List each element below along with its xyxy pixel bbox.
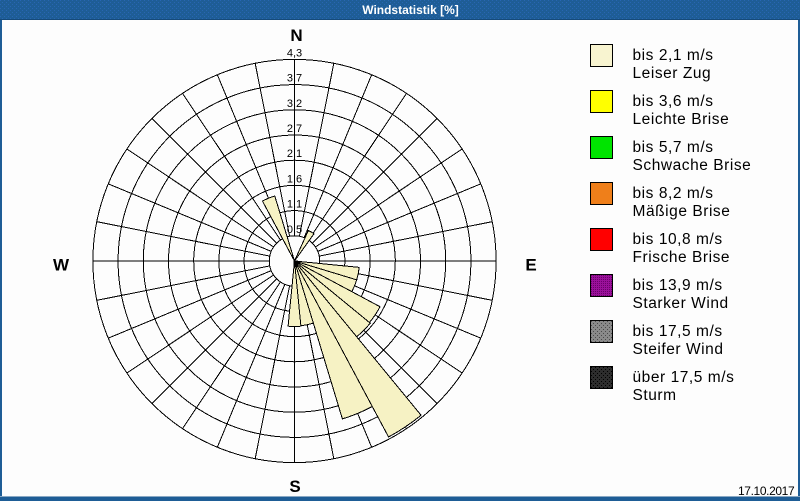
svg-text:S: S: [289, 477, 300, 496]
svg-text:E: E: [525, 256, 536, 275]
svg-text:1,1: 1,1: [287, 199, 302, 211]
svg-text:W: W: [53, 256, 70, 275]
svg-text:3,7: 3,7: [287, 73, 302, 85]
svg-text:0,5: 0,5: [287, 224, 302, 236]
svg-text:2,1: 2,1: [287, 148, 302, 160]
svg-text:N: N: [290, 26, 302, 45]
svg-text:3,2: 3,2: [287, 98, 302, 110]
svg-text:4,3: 4,3: [287, 47, 302, 59]
svg-text:1,6: 1,6: [287, 173, 302, 185]
svg-text:2,7: 2,7: [287, 123, 302, 135]
